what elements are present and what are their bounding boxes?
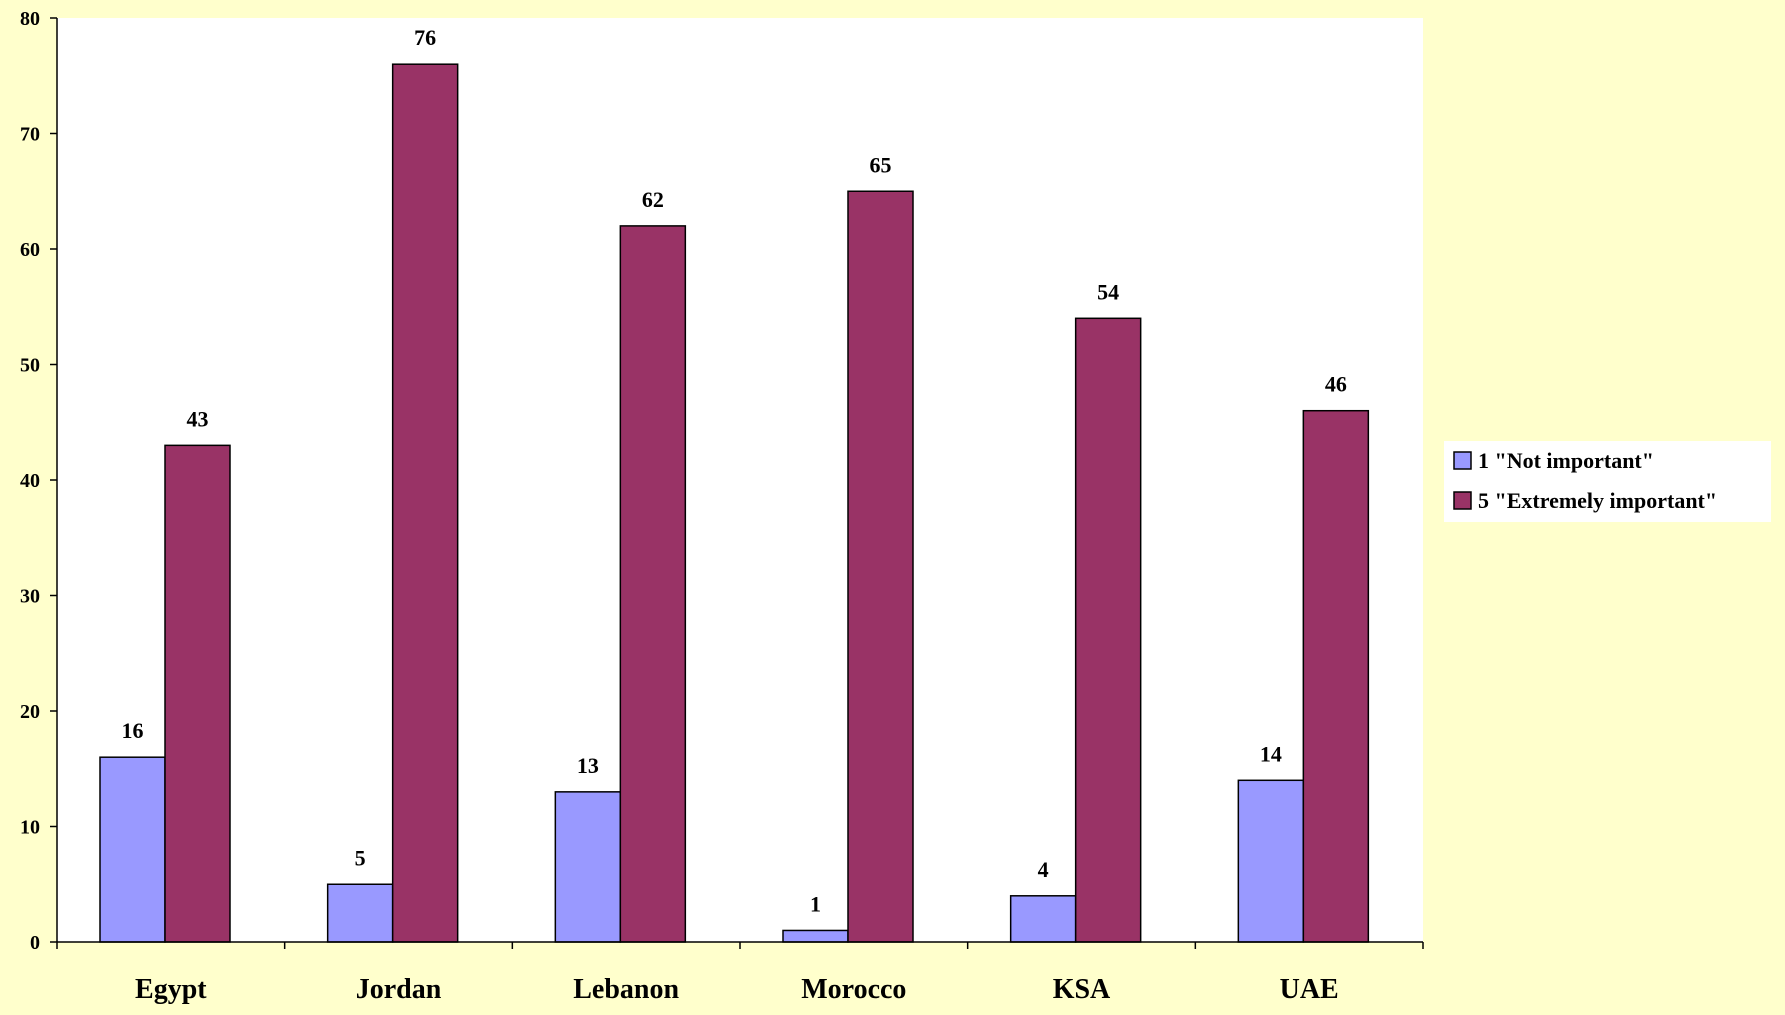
y-tick-label: 50: [20, 355, 40, 377]
legend-swatch-series-2: [1453, 491, 1472, 510]
data-label: 46: [1325, 372, 1347, 397]
y-tick-label: 70: [20, 124, 40, 146]
y-tick-label: 30: [20, 586, 40, 608]
data-label: 5: [355, 845, 366, 870]
bar-morocco-series-1[interactable]: [782, 929, 849, 943]
x-tick-label: KSA: [1053, 974, 1111, 1005]
legend-swatch-series-1: [1453, 451, 1472, 470]
y-tick-label: 20: [20, 701, 40, 723]
bar-jordan-series-1[interactable]: [326, 883, 394, 943]
bar-egypt-series-1[interactable]: [99, 756, 166, 943]
data-label: 76: [414, 25, 436, 50]
y-tick-label: 10: [20, 817, 40, 839]
data-label: 16: [122, 718, 144, 743]
data-label: 4: [1038, 857, 1049, 882]
data-label: 43: [187, 406, 209, 431]
x-tick-label: UAE: [1280, 974, 1339, 1005]
legend: 1 "Not important" 5 "Extremely important": [1444, 441, 1771, 522]
data-label: 13: [577, 753, 599, 778]
data-label: 65: [870, 152, 892, 177]
plot-area: [57, 18, 1423, 942]
y-tick-label: 60: [20, 239, 40, 261]
legend-label-series-2: 5 "Extremely important": [1478, 488, 1717, 513]
legend-box: [1444, 441, 1771, 522]
x-tick-label: Jordan: [356, 974, 442, 1005]
bar-uae-series-1[interactable]: [1237, 779, 1305, 943]
bar-ksa-series-2[interactable]: [1074, 317, 1142, 943]
data-label: 14: [1260, 741, 1282, 766]
y-tick-label: 40: [20, 470, 40, 492]
data-label: 54: [1097, 279, 1119, 304]
bar-morocco-series-2[interactable]: [847, 190, 914, 943]
x-tick-label: Egypt: [135, 974, 207, 1005]
y-tick-label: 0: [30, 932, 40, 954]
axes-layer: 0 10 20 30 40 50 60 70 80 Egypt Jordan Lebanon Moroc…: [20, 8, 1424, 1005]
bar-ksa-series-1[interactable]: [1009, 895, 1077, 943]
y-tick-label: 80: [20, 8, 40, 30]
data-label: 1: [810, 891, 821, 916]
x-tick-label: Lebanon: [573, 974, 679, 1005]
bar-uae-series-2[interactable]: [1302, 409, 1370, 943]
bar-lebanon-series-1[interactable]: [554, 791, 622, 943]
bars-layer: 16 43 5 76 13 62 1 65 4 54 14 46: [99, 25, 1370, 943]
bar-jordan-series-2[interactable]: [391, 63, 459, 943]
x-tick-label: Morocco: [801, 974, 906, 1005]
bar-egypt-series-2[interactable]: [164, 444, 231, 943]
data-label: 62: [642, 187, 664, 212]
legend-label-series-1: 1 "Not important": [1478, 448, 1654, 473]
bar-lebanon-series-2[interactable]: [619, 225, 687, 943]
